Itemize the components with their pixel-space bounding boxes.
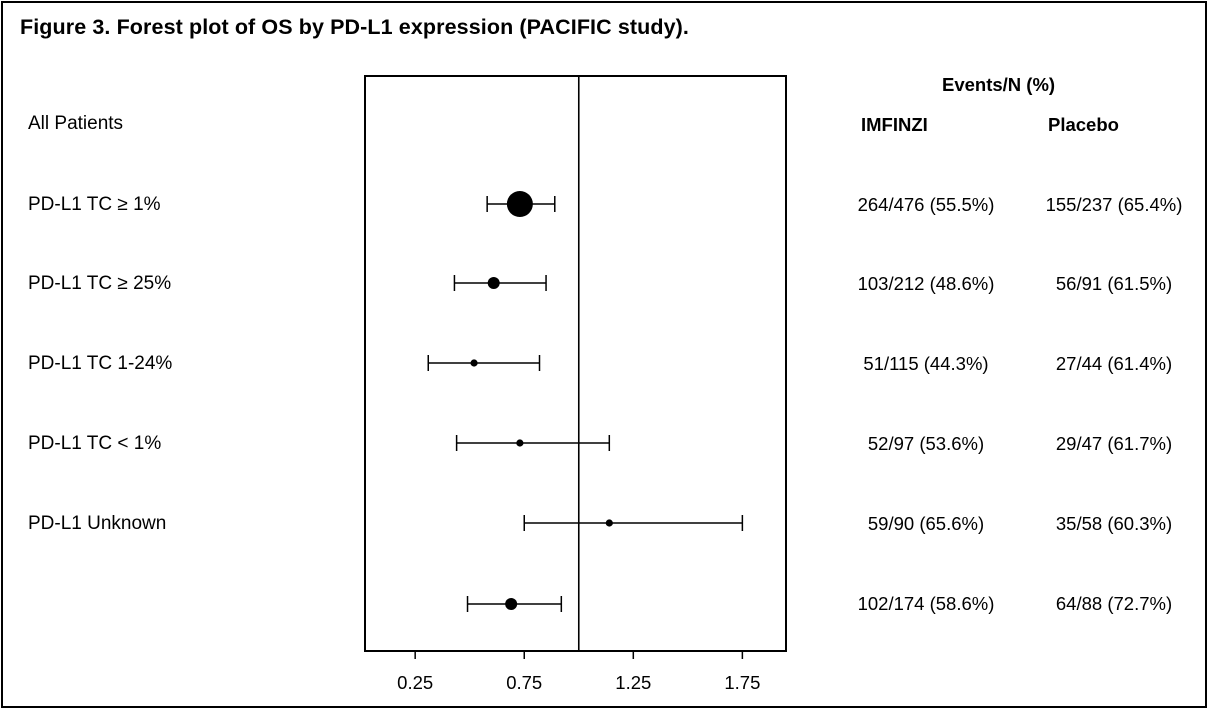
x-tick-label: 1.25 — [615, 672, 651, 693]
imfinzi-header: IMFINZI — [861, 114, 928, 135]
figure-title: Figure 3. Forest plot of OS by PD-L1 exp… — [20, 15, 689, 39]
imfinzi-cell: 103/212 (48.6%) — [857, 273, 995, 294]
x-tick-label: 0.25 — [397, 672, 433, 693]
x-tick-label: 0.75 — [506, 672, 542, 693]
hr-point — [605, 519, 613, 527]
hr-point — [516, 439, 524, 447]
x-tick-label: 1.75 — [724, 672, 760, 693]
imfinzi-cell: 52/97 (53.6%) — [867, 433, 985, 454]
hr-point — [505, 598, 518, 610]
row-label: PD-L1 TC < 1% — [28, 433, 162, 454]
events-header: Events/N (%) — [942, 74, 1056, 95]
placebo-header: Placebo — [1048, 114, 1119, 135]
placebo-cell: 29/47 (61.7%) — [1055, 433, 1173, 454]
hr-point — [470, 359, 478, 367]
hr-point — [506, 191, 533, 217]
placebo-cell: 64/88 (72.7%) — [1055, 593, 1173, 614]
placebo-cell: 56/91 (61.5%) — [1055, 273, 1173, 294]
hr-point — [487, 277, 500, 289]
placebo-cell: 27/44 (61.4%) — [1055, 353, 1173, 374]
row-label: PD-L1 TC ≥ 1% — [28, 194, 161, 215]
placebo-cell: 155/237 (65.4%) — [1045, 194, 1183, 215]
row-label: PD-L1 TC ≥ 25% — [28, 273, 172, 294]
row-label: All Patients — [28, 113, 124, 134]
placebo-cell: 35/58 (60.3%) — [1055, 513, 1173, 534]
imfinzi-cell: 59/90 (65.6%) — [867, 513, 985, 534]
imfinzi-cell: 102/174 (58.6%) — [857, 593, 995, 614]
row-label: PD-L1 Unknown — [28, 513, 167, 534]
plot-area — [364, 75, 787, 652]
imfinzi-cell: 51/115 (44.3%) — [863, 353, 989, 374]
imfinzi-cell: 264/476 (55.5%) — [857, 194, 995, 215]
row-label: PD-L1 TC 1-24% — [28, 353, 173, 374]
